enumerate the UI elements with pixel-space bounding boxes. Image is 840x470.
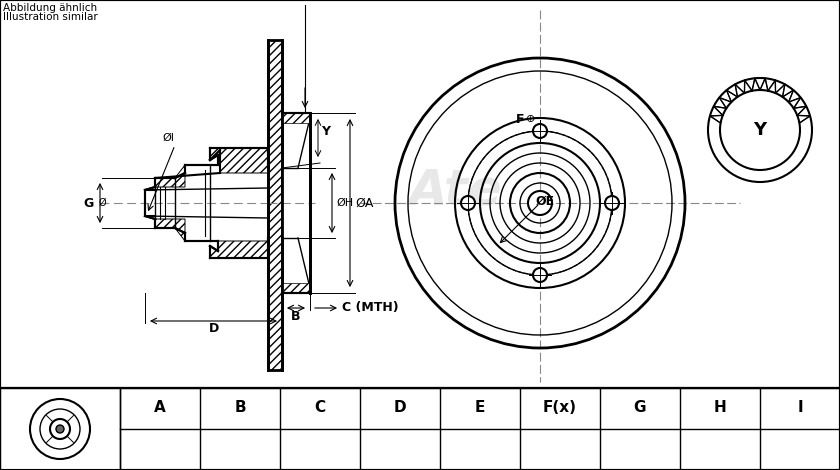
Text: ØE: ØE [535, 195, 554, 207]
Polygon shape [268, 40, 282, 370]
Circle shape [533, 268, 547, 282]
Text: ⊕: ⊕ [527, 114, 536, 124]
Text: Y: Y [753, 121, 767, 139]
Text: C: C [314, 400, 326, 415]
Text: C (MTH): C (MTH) [342, 301, 398, 314]
Text: ØH: ØH [336, 198, 353, 208]
Polygon shape [155, 219, 185, 241]
Text: E: E [475, 400, 486, 415]
Polygon shape [155, 165, 185, 187]
Circle shape [708, 78, 812, 182]
Text: F: F [516, 112, 524, 125]
Text: I: I [797, 400, 803, 415]
Text: G: G [83, 196, 93, 210]
Circle shape [533, 124, 547, 138]
Circle shape [50, 419, 70, 439]
Circle shape [720, 90, 800, 170]
Polygon shape [752, 78, 760, 91]
Circle shape [528, 191, 552, 215]
Polygon shape [210, 148, 268, 173]
Polygon shape [282, 285, 310, 293]
Text: D: D [394, 400, 407, 415]
Polygon shape [783, 90, 794, 102]
Polygon shape [775, 84, 785, 97]
Text: Ate: Ate [408, 166, 501, 214]
Text: Ø: Ø [98, 198, 106, 208]
Polygon shape [210, 238, 310, 293]
Polygon shape [797, 116, 810, 123]
Polygon shape [210, 148, 268, 168]
Circle shape [461, 196, 475, 210]
Text: H: H [714, 400, 727, 415]
Polygon shape [282, 113, 310, 123]
Text: F(x): F(x) [543, 400, 577, 415]
Polygon shape [714, 106, 727, 116]
Polygon shape [282, 283, 310, 293]
Circle shape [56, 425, 64, 433]
Text: ØA: ØA [355, 196, 373, 210]
Polygon shape [735, 84, 744, 97]
Text: B: B [291, 310, 301, 322]
Polygon shape [789, 98, 801, 108]
Polygon shape [727, 90, 738, 102]
Polygon shape [794, 106, 806, 116]
Polygon shape [760, 78, 768, 91]
Polygon shape [719, 98, 732, 108]
Text: ØI: ØI [162, 133, 174, 143]
Text: D: D [208, 322, 218, 336]
Text: Y: Y [322, 125, 330, 138]
Text: Abbildung ähnlich: Abbildung ähnlich [3, 3, 97, 13]
Polygon shape [282, 113, 310, 121]
Text: G: G [633, 400, 646, 415]
Text: B: B [234, 400, 246, 415]
Polygon shape [210, 238, 268, 258]
Bar [0, 388, 120, 470]
Bar [0, 388, 840, 470]
Polygon shape [744, 80, 752, 93]
Circle shape [605, 196, 619, 210]
Bar [282, 169, 310, 237]
Text: A: A [154, 400, 165, 415]
Text: Illustration similar: Illustration similar [3, 12, 97, 22]
Polygon shape [710, 116, 722, 123]
Polygon shape [768, 80, 775, 93]
Bar [0, 0, 840, 388]
